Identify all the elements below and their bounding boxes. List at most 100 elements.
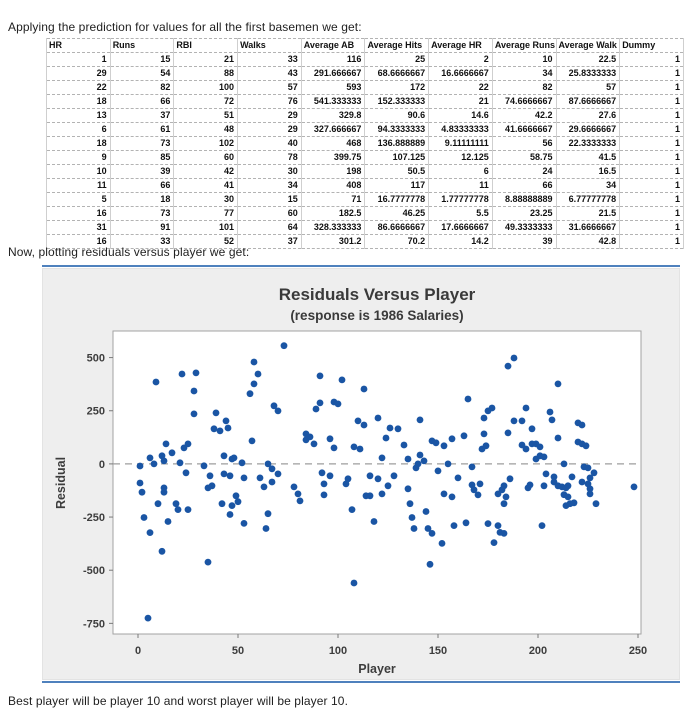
data-point: [160, 457, 168, 465]
table-cell: 1: [619, 108, 684, 123]
data-point: [294, 490, 302, 498]
data-point: [540, 482, 548, 490]
table-cell: 29: [237, 122, 302, 137]
data-point: [224, 424, 232, 432]
data-point: [590, 469, 598, 477]
table-cell: 107.125: [364, 150, 429, 165]
data-point: [384, 482, 392, 490]
table-header-cell: RBI: [173, 38, 238, 53]
table-cell: 87.6666667: [555, 94, 620, 109]
data-point: [320, 491, 328, 499]
table-cell: 1: [619, 206, 684, 221]
data-point: [440, 442, 448, 450]
data-point: [434, 467, 442, 475]
data-point: [164, 518, 172, 525]
table-cell: 16: [46, 234, 111, 249]
data-point: [488, 404, 496, 412]
data-point: [416, 451, 424, 459]
data-point: [432, 439, 440, 447]
table-cell: 48: [173, 122, 238, 137]
table-cell: 328.333333: [300, 220, 365, 235]
table-row: 16 73 77 60 182.5 46.25 5.5 23.25 21.5 1: [46, 206, 684, 221]
table-cell: 50.5: [364, 164, 429, 179]
data-point: [464, 395, 472, 403]
table-row: 13 37 51 29 329.8 90.6 14.6 42.2 27.6 1: [46, 108, 684, 123]
data-point: [474, 491, 482, 499]
table-cell: 5.5: [428, 206, 493, 221]
data-point: [248, 437, 256, 445]
table-cell: 541.333333: [300, 94, 365, 109]
table-cell: 101: [173, 220, 238, 235]
data-point: [210, 425, 218, 433]
table-header-cell: HR: [46, 38, 111, 53]
table-cell: 30: [237, 164, 302, 179]
data-point: [220, 470, 228, 478]
data-point: [274, 470, 282, 478]
data-point: [146, 529, 154, 536]
data-point: [150, 460, 158, 468]
data-point: [338, 376, 346, 384]
data-point: [370, 518, 378, 525]
table-cell: 327.666667: [300, 122, 365, 137]
table-cell: 91: [109, 220, 174, 235]
table-cell: 34: [555, 178, 620, 193]
table-cell: 41: [173, 178, 238, 193]
data-point: [280, 342, 288, 350]
table-row: 18 66 72 76 541.333333 152.333333 21 74.6666667…: [46, 94, 684, 109]
data-point: [360, 385, 368, 393]
data-point: [138, 488, 146, 496]
data-point: [290, 483, 298, 491]
table-cell: 5: [46, 192, 111, 207]
data-point: [482, 442, 490, 450]
x-axis-label: Player: [358, 662, 396, 676]
data-point: [190, 387, 198, 395]
data-point: [502, 493, 510, 501]
table-cell: 6: [46, 122, 111, 137]
data-point: [476, 480, 484, 488]
data-point: [200, 462, 208, 470]
table-cell: 1: [619, 94, 684, 109]
data-point: [582, 442, 590, 450]
table-header-cell: Average Walk: [555, 38, 620, 53]
footer-text: Best player will be player 10 and worst …: [8, 694, 348, 708]
data-point: [312, 405, 320, 413]
table-cell: 22: [46, 80, 111, 95]
table-cell: 15: [237, 192, 302, 207]
data-point: [568, 473, 576, 481]
chart-title: Residuals Versus Player: [279, 285, 476, 304]
data-point: [468, 463, 476, 471]
table-header-cell: Average AB: [300, 38, 365, 53]
data-point: [334, 400, 342, 408]
table-cell: 16.5: [555, 164, 620, 179]
table-cell: 29.6666667: [555, 122, 620, 137]
table-cell: 136.888889: [364, 136, 429, 151]
data-point: [208, 482, 216, 490]
table-cell: 1: [619, 178, 684, 193]
data-point: [480, 430, 488, 438]
table-cell: 25.8333333: [555, 66, 620, 81]
table-cell: 66: [491, 178, 556, 193]
table-cell: 43: [237, 66, 302, 81]
data-point: [310, 440, 318, 448]
table-row: 1 15 21 33 116 25 2 10 22.5 1: [46, 52, 684, 67]
data-point: [438, 540, 446, 547]
x-tick-label: 200: [529, 645, 547, 657]
data-point: [342, 480, 350, 488]
table-cell: 51: [173, 108, 238, 123]
data-point: [408, 514, 416, 521]
data-point: [182, 469, 190, 477]
data-point: [348, 506, 356, 513]
data-point: [330, 444, 338, 452]
data-point: [410, 525, 418, 532]
data-point: [480, 414, 488, 422]
table-cell: 1: [619, 52, 684, 67]
data-point: [250, 380, 258, 388]
data-point: [232, 492, 240, 500]
table-cell: 34: [491, 66, 556, 81]
table-cell: 21.5: [555, 206, 620, 221]
table-cell: 60: [173, 150, 238, 165]
data-point: [378, 454, 386, 462]
table-cell: 8.88888889: [491, 192, 556, 207]
data-point: [510, 354, 518, 362]
table-cell: 76: [237, 94, 302, 109]
